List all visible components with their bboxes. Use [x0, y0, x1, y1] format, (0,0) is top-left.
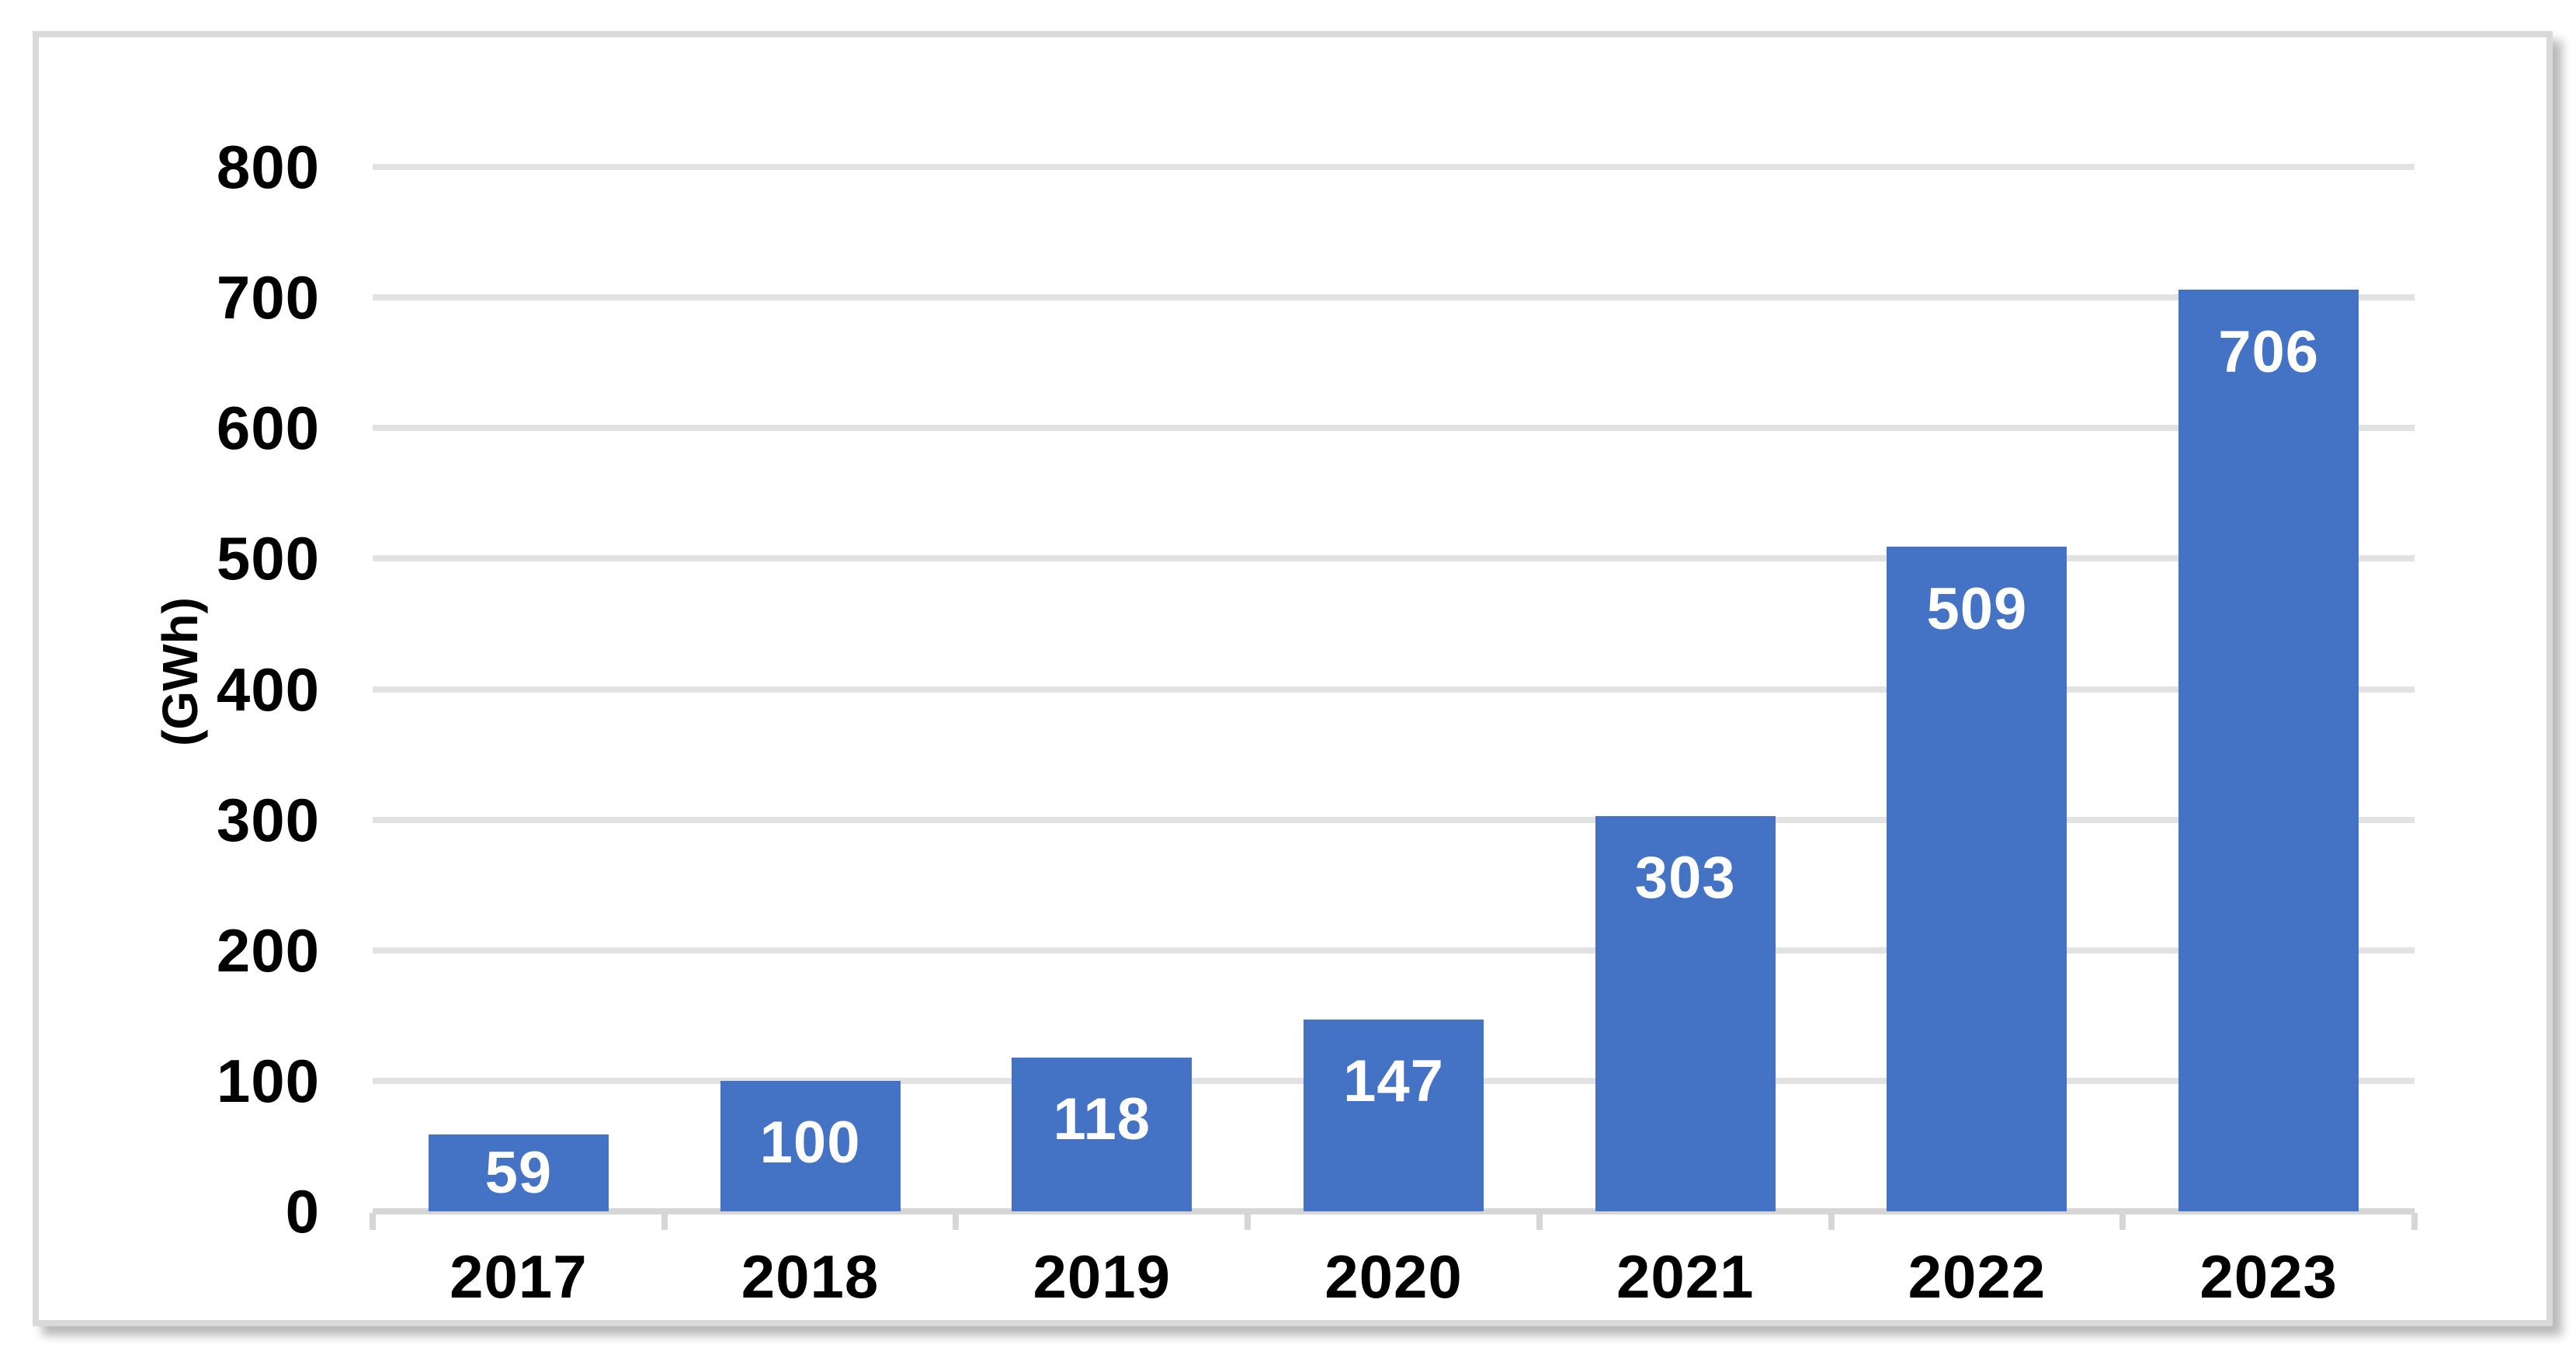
- x-axis-category-label-2019: 2019: [1033, 1242, 1172, 1311]
- y-axis-tick-label-600: 600: [216, 394, 320, 463]
- bar-2021: 303: [1595, 815, 1776, 1211]
- gridline-700: [373, 294, 2415, 301]
- bar-value-label-box: 509: [1887, 547, 2067, 671]
- y-axis-tick-label-400: 400: [216, 655, 320, 724]
- x-axis-tick: [1536, 1213, 1543, 1230]
- plot-area: 59 100 118 147 303 509 706: [370, 164, 2418, 1230]
- bar-2017: 59: [428, 1134, 609, 1211]
- bar-2022: 509: [1887, 547, 2067, 1211]
- x-axis-tick: [1828, 1213, 1835, 1230]
- bar-2020: 147: [1304, 1019, 1484, 1211]
- x-axis-tick: [370, 1213, 376, 1230]
- bar-2019: 118: [1012, 1057, 1193, 1211]
- y-axis-tick-label-100: 100: [216, 1046, 320, 1115]
- bar-value-label: 303: [1634, 845, 1736, 912]
- y-axis-tick-label-800: 800: [216, 133, 320, 201]
- bar-value-label-box: 100: [720, 1081, 901, 1205]
- bar-value-label: 509: [1926, 575, 2028, 642]
- x-axis-tick: [2411, 1213, 2418, 1230]
- x-axis-category-label-2018: 2018: [741, 1242, 880, 1311]
- bar-value-label: 706: [2218, 318, 2320, 385]
- bar-value-label-box: 59: [429, 1134, 609, 1211]
- gridline-500: [373, 555, 2415, 562]
- x-axis-category-label-2017: 2017: [450, 1242, 588, 1311]
- bar-value-label: 100: [759, 1110, 861, 1176]
- x-axis-category-label-2022: 2022: [1908, 1242, 2047, 1311]
- x-axis-category-label-2023: 2023: [2199, 1242, 2338, 1311]
- gridline-200: [373, 947, 2415, 954]
- bar-value-label-box: 706: [2178, 290, 2359, 414]
- bar-2018: 100: [720, 1080, 901, 1211]
- x-axis-tick: [953, 1213, 960, 1230]
- bar-value-label-box: 303: [1595, 816, 1776, 940]
- x-axis-category-label-2021: 2021: [1616, 1242, 1755, 1311]
- gridline-600: [373, 425, 2415, 432]
- y-axis-tick-label-700: 700: [216, 263, 320, 332]
- chart-border: [33, 31, 2553, 1326]
- gridline-300: [373, 816, 2415, 823]
- bar-value-label-box: 118: [1012, 1058, 1192, 1182]
- y-axis-tick-label-300: 300: [216, 785, 320, 854]
- x-axis-line: [373, 1208, 2415, 1214]
- gridline-400: [373, 686, 2415, 693]
- x-axis-tick: [1245, 1213, 1252, 1230]
- bar-value-label: 118: [1053, 1086, 1151, 1153]
- bar-value-label: 147: [1343, 1048, 1444, 1115]
- bar-value-label-box: 147: [1304, 1020, 1484, 1144]
- x-axis-tick: [2119, 1213, 2126, 1230]
- bar-2023: 706: [2178, 290, 2359, 1211]
- y-axis-tick-label-500: 500: [216, 524, 320, 593]
- x-axis-tick: [661, 1213, 668, 1230]
- y-axis-tick-label-0: 0: [285, 1177, 320, 1246]
- y-axis-tick-label-200: 200: [216, 915, 320, 985]
- gridline-800: [373, 164, 2415, 170]
- bar-value-label: 59: [484, 1139, 553, 1206]
- x-axis-category-label-2020: 2020: [1324, 1242, 1463, 1311]
